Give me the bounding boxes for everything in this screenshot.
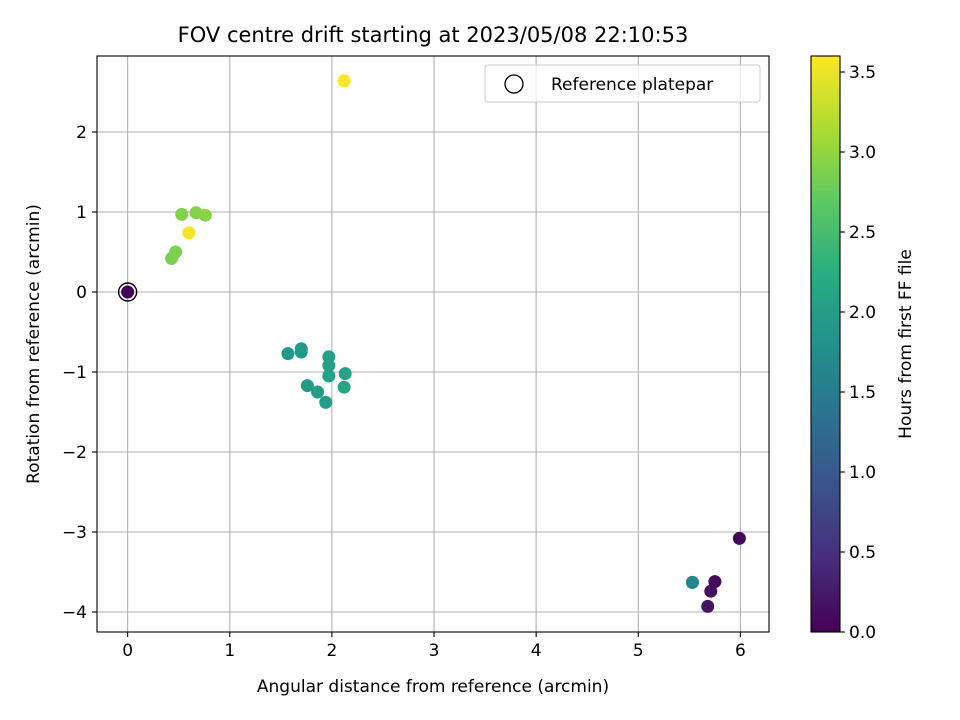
chart-title: FOV centre drift starting at 2023/05/08 …: [178, 23, 689, 47]
data-point: [175, 207, 189, 221]
data-point: [169, 245, 183, 259]
colorbar-label: Hours from first FF file: [896, 249, 916, 439]
y-tick-label: −1: [62, 363, 87, 383]
colorbar-gradient: [811, 56, 840, 632]
legend-label: Reference platepar: [551, 75, 713, 95]
data-point: [319, 395, 333, 409]
data-point: [300, 379, 314, 393]
data-point: [281, 347, 295, 361]
data-points: [117, 74, 746, 613]
data-point: [198, 208, 212, 222]
x-tick-label: 2: [326, 641, 337, 661]
data-point: [337, 74, 351, 88]
x-tick-label: 6: [735, 641, 746, 661]
data-point: [701, 599, 715, 613]
reference-marker: [117, 282, 138, 302]
x-tick-label: 3: [429, 641, 440, 661]
colorbar-tick-label: 2.0: [849, 303, 876, 323]
y-tick-label: −3: [62, 523, 87, 543]
y-tick-label: 2: [76, 123, 87, 143]
x-axis-ticks: 0 1 2 3 4 5 6: [122, 632, 746, 661]
y-axis-ticks: −4 −3 −2 −1 0 1 2: [62, 123, 97, 623]
x-tick-label: 1: [224, 641, 235, 661]
y-tick-label: 0: [76, 283, 87, 303]
legend-reference-marker: [504, 74, 524, 94]
x-tick-label: 5: [633, 641, 644, 661]
colorbar-ticks: 0.0 0.5 1.0 1.5 2.0 2.5 3.0 3.5: [840, 63, 876, 643]
data-point: [311, 385, 325, 399]
grid-lines: [97, 56, 769, 632]
x-tick-label: 4: [531, 641, 542, 661]
data-point: [294, 345, 308, 359]
data-point: [182, 226, 196, 240]
data-point: [337, 380, 351, 394]
x-axis-label: Angular distance from reference (arcmin): [257, 677, 609, 697]
data-point: [338, 367, 352, 381]
colorbar-frame: [810, 55, 841, 633]
y-tick-label: −4: [62, 603, 87, 623]
legend-frame: [484, 64, 761, 103]
data-point: [704, 584, 718, 598]
data-point: [322, 359, 336, 373]
colorbar-tick-label: 1.0: [849, 463, 876, 483]
colorbar-tick-label: 3.0: [849, 143, 876, 163]
y-axis-label: Rotation from reference (arcmin): [24, 204, 44, 484]
colorbar-tick-label: 3.5: [849, 63, 876, 83]
data-point: [121, 285, 135, 299]
colorbar-tick-label: 1.5: [849, 383, 876, 403]
legend-box: Reference platepar: [484, 64, 761, 103]
colorbar-tick-label: 2.5: [849, 223, 876, 243]
data-point: [732, 531, 746, 545]
y-tick-label: −2: [62, 443, 87, 463]
colorbar-tick-label: 0.0: [849, 623, 876, 643]
y-tick-label: 1: [76, 203, 87, 223]
data-point: [322, 369, 336, 383]
x-tick-label: 0: [122, 641, 133, 661]
colorbar: 0.0 0.5 1.0 1.5 2.0 2.5 3.0 3.5 Hours from firs…: [810, 55, 916, 643]
plot-frame: [96, 55, 770, 633]
data-point: [685, 575, 699, 589]
colorbar-tick-label: 0.5: [849, 543, 876, 563]
